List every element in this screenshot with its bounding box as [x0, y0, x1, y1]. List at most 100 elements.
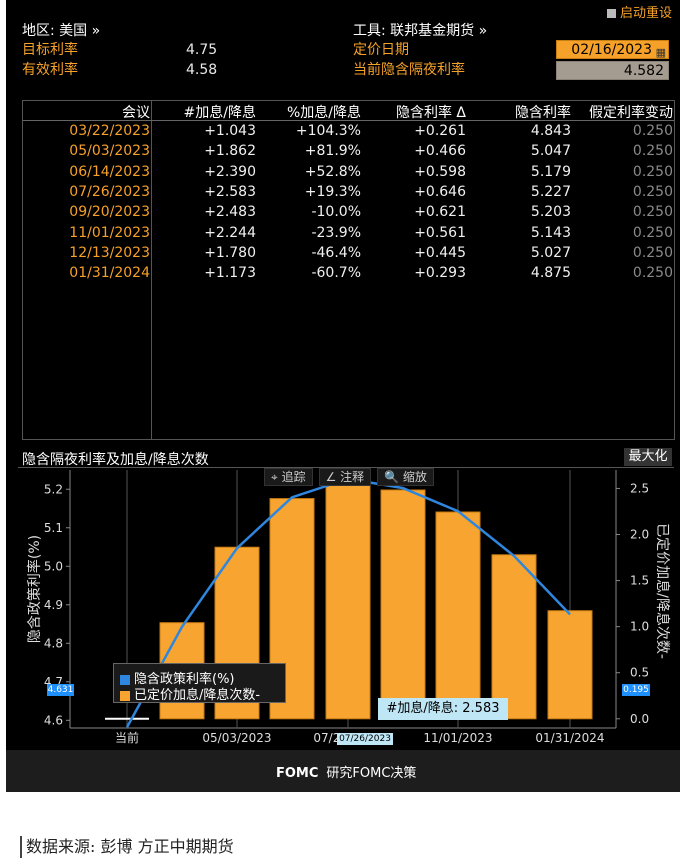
hike-pct: +52.8% — [304, 163, 361, 180]
hikes-count: +1.173 — [204, 265, 256, 282]
target-rate-value: 4.75 — [186, 42, 218, 58]
table-row[interactable]: 05/03/2023 +1.862 +81.9% +0.466 5.047 0.250 — [23, 141, 674, 161]
hike-pct: -10.0% — [311, 204, 361, 221]
hike-pct: +104.3% — [295, 123, 361, 139]
track-tool[interactable]: ⌖ 追踪 — [264, 468, 313, 486]
implied-delta: +0.561 — [414, 224, 466, 241]
right-tick-label: 2.0 — [630, 528, 649, 542]
price-date-input[interactable]: 02/16/2023 ▦ — [556, 40, 669, 59]
chart-legend: 隐含政策利率(%) 已定价加息/降息次数- — [113, 663, 286, 703]
table-row[interactable]: 03/22/2023 +1.043 +104.3% +0.261 4.843 0.250 — [23, 121, 674, 141]
meeting-date: 11/01/2023 — [69, 224, 150, 241]
header-hikes[interactable]: #加息/降息 — [183, 105, 256, 121]
hikes-count: +2.583 — [204, 183, 256, 200]
table-row[interactable]: 07/26/2023 +2.583 +19.3% +0.646 5.227 0.250 — [23, 182, 674, 202]
legend-item-hikes[interactable]: 已定价加息/降息次数- — [120, 684, 260, 703]
left-axis-readout: 4.631 — [47, 684, 74, 696]
x-tick-label: 当前 — [115, 730, 139, 745]
assumed-move: 0.250 — [632, 244, 673, 261]
table-row[interactable]: 01/31/2024 +1.173 -60.7% +0.293 4.875 0.250 — [23, 263, 674, 283]
header-implied-delta[interactable]: 隐含利率 Δ — [395, 105, 466, 121]
fomc-research-link[interactable]: FOMC 研究FOMC决策 — [276, 762, 416, 781]
square-icon — [606, 9, 616, 18]
header-meeting[interactable]: 会议 — [122, 105, 150, 121]
hike-pct: +19.3% — [304, 183, 361, 200]
terminal-window: 启动重设 地区: 美国 » 目标利率 4.75 有效利率 4.58 工具: 联邦… — [6, 0, 680, 792]
implied-rate: 5.203 — [530, 204, 571, 221]
effective-rate-label: 有效利率 — [22, 62, 78, 78]
legend-swatch — [120, 690, 130, 701]
divider — [18, 467, 674, 468]
meeting-date: 07/26/2023 — [69, 183, 150, 200]
meeting-date: 03/22/2023 — [69, 123, 150, 139]
table-row[interactable]: 12/13/2023 +1.780 -46.4% +0.445 5.027 0.250 — [23, 243, 674, 263]
assumed-move: 0.250 — [632, 224, 673, 241]
region-selector[interactable]: 地区: 美国 » — [22, 23, 101, 39]
implied-rate: 5.227 — [530, 183, 571, 200]
left-axis-title: 隐含政策利率(%) — [26, 535, 43, 643]
legend-item-rate[interactable]: 隐含政策利率(%) — [120, 668, 235, 687]
hike-pct: -60.7% — [311, 265, 361, 282]
zoom-tool[interactable]: 🔍 缩放 — [377, 468, 434, 486]
left-tick-label: 4.8 — [44, 636, 63, 650]
right-tick-label: 1.0 — [630, 620, 649, 634]
x-axis-readout: 07/26/2023 — [337, 733, 393, 745]
left-tick-label: 4.9 — [44, 598, 63, 612]
implied-delta: +0.598 — [414, 163, 466, 180]
assumed-move: 0.250 — [632, 265, 673, 282]
restore-button[interactable]: 启动重设 — [606, 2, 672, 21]
footer-label: 研究FOMC决策 — [326, 766, 417, 781]
chart-toolbar: ⌖ 追踪 ∠ 注释 🔍 缩放 — [264, 468, 434, 486]
annotate-tool[interactable]: ∠ 注释 — [318, 468, 372, 486]
x-tick-label: 01/31/2024 — [535, 731, 604, 745]
table-row[interactable]: 09/20/2023 +2.483 -10.0% +0.621 5.203 0.250 — [23, 202, 674, 222]
header-assumed-move[interactable]: 假定利率变动 — [589, 105, 673, 121]
implied-rate: 5.027 — [530, 244, 571, 261]
hikes-count: +2.483 — [204, 204, 256, 221]
implied-delta: +0.466 — [414, 143, 466, 160]
assumed-move: 0.250 — [632, 204, 673, 221]
right-tick-label: 0.5 — [630, 666, 649, 680]
meeting-date: 12/13/2023 — [69, 244, 150, 261]
target-rate-label: 目标利率 — [22, 42, 78, 58]
hikes-count: +1.862 — [204, 143, 256, 160]
calendar-icon[interactable]: ▦ — [655, 46, 666, 59]
right-axis-title: 已定价加息/降息次数- — [654, 523, 671, 659]
implied-rate: 5.047 — [530, 143, 571, 160]
maximize-button[interactable]: 最大化 — [624, 448, 672, 466]
right-tick-label: 2.5 — [630, 481, 649, 495]
bar — [435, 511, 481, 720]
footer-bar — [6, 750, 680, 792]
combo-chart: 4.64.74.84.95.05.15.20.00.51.01.52.02.5当… — [26, 470, 671, 745]
implied-delta: +0.621 — [414, 204, 466, 221]
implied-rate: 4.875 — [530, 265, 571, 282]
left-tick-label: 5.0 — [44, 559, 63, 573]
right-axis-readout: 0.195 — [622, 684, 650, 696]
hikes-count: +1.780 — [204, 244, 256, 261]
meeting-date: 05/03/2023 — [69, 143, 150, 160]
table-header: 会议 #加息/降息 %加息/降息 隐含利率 Δ 隐含利率 假定利率变动 — [23, 101, 674, 121]
hikes-count: +1.043 — [204, 123, 256, 139]
header-hike-pct[interactable]: %加息/降息 — [286, 105, 361, 121]
instrument-selector[interactable]: 工具: 联邦基金期货 » — [353, 23, 488, 39]
left-tick-label: 5.2 — [44, 482, 63, 496]
table-row[interactable]: 11/01/2023 +2.244 -23.9% +0.561 5.143 0.250 — [23, 223, 674, 243]
hover-tooltip: #加息/降息: 2.583 — [378, 698, 508, 720]
implied-overnight-field[interactable]: 4.582 — [556, 61, 669, 80]
x-tick-label: 11/01/2023 — [423, 731, 492, 745]
hikes-count: +2.244 — [204, 224, 256, 241]
meetings-table: 会议 #加息/降息 %加息/降息 隐含利率 Δ 隐含利率 假定利率变动 03/2… — [22, 100, 675, 440]
hike-pct: +81.9% — [304, 143, 361, 160]
hike-pct: -23.9% — [311, 224, 361, 241]
table-row[interactable]: 06/14/2023 +2.390 +52.8% +0.598 5.179 0.250 — [23, 162, 674, 182]
implied-delta: +0.261 — [414, 123, 466, 139]
implied-rate: 4.843 — [530, 123, 571, 139]
header-implied-rate[interactable]: 隐含利率 — [515, 105, 571, 121]
data-source-note: 数据来源: 彭博 方正中期期货 — [20, 836, 234, 858]
assumed-move: 0.250 — [632, 143, 673, 160]
assumed-move: 0.250 — [632, 163, 673, 180]
bar — [547, 610, 593, 720]
effective-rate-value: 4.58 — [186, 62, 218, 78]
left-tick-label: 5.1 — [44, 521, 63, 535]
implied-rate: 5.143 — [530, 224, 571, 241]
